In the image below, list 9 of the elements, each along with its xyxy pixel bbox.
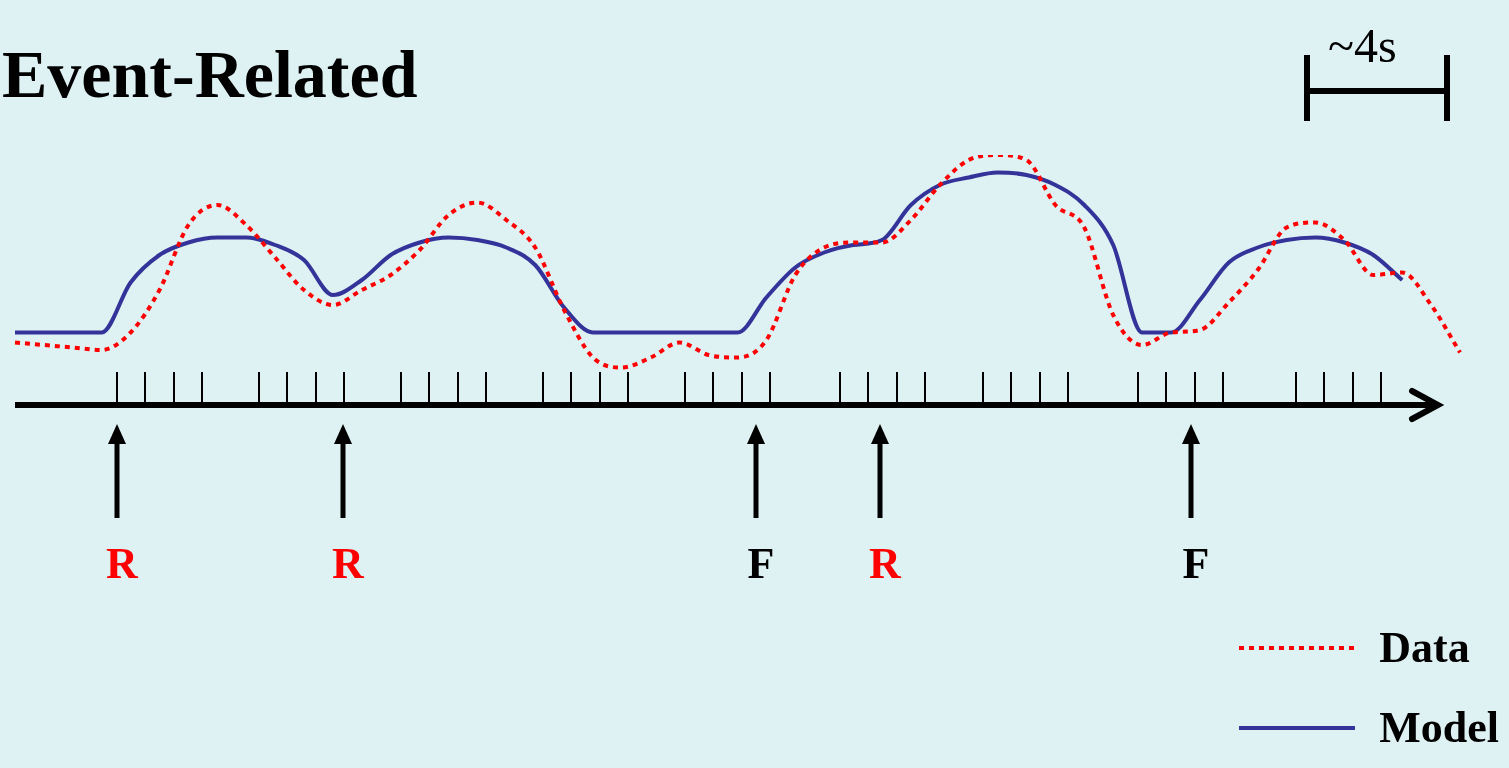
text: R (868, 539, 903, 588)
legend-label: Model (1379, 703, 1499, 752)
text: R (331, 539, 366, 588)
text: F (746, 539, 776, 588)
text: ~4s (1328, 19, 1397, 72)
chart-title: Event-Related (2, 36, 418, 112)
legend-label: Data (1379, 623, 1470, 672)
text: F (1181, 539, 1211, 588)
text: R (105, 539, 140, 588)
